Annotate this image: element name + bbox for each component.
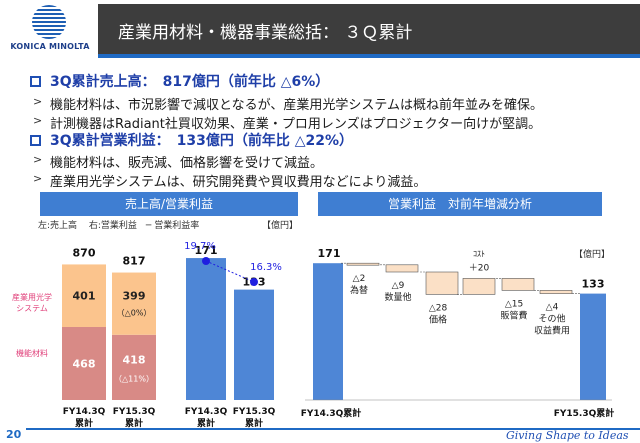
waterfall-step-name: ｺｽﾄ: [473, 249, 485, 258]
waterfall-step-bar: [462, 278, 496, 295]
waterfall-step-name: その他収益費用: [534, 313, 570, 337]
chevron-right-icon: >: [33, 153, 43, 166]
right-panel-title: 営業利益 対前年増減分析: [318, 192, 602, 216]
sales-bottom-change-note: （△11%）: [114, 374, 154, 383]
footer-divider: [26, 428, 640, 430]
sales-point-1: 機能材料は、市況影響で減収となるが、産業用光学システムは概ね前年並みを確保。: [50, 98, 543, 113]
segment-label-optical: 産業用光学 システム: [12, 293, 52, 313]
waterfall-start-label: 171: [318, 247, 341, 260]
waterfall-end-bar: [580, 293, 606, 400]
waterfall-end-label: 133: [582, 278, 605, 291]
profit-heading: 3Q累計営業利益： 133億円（前年比 △22%）: [50, 133, 354, 149]
profit-category-label: FY14.3Q 累計: [185, 407, 228, 429]
chart-legend: 左:売上高 右:営業利益 ─ 営業利益率: [38, 221, 200, 231]
segment-label-materials: 機能材料: [16, 349, 48, 358]
waterfall-step-bar: [385, 264, 419, 273]
waterfall-step-value: △15: [505, 299, 523, 309]
waterfall-step-name: 価格: [429, 313, 447, 325]
margin-point: [250, 278, 258, 286]
sales-top-value-label: 399: [123, 290, 146, 303]
sales-heading: 3Q累計売上高： 817億円（前年比 △6%）: [50, 74, 330, 90]
chevron-right-icon: >: [33, 114, 43, 127]
profit-point-2: 産業用光学システムは、研究開発費や買収費用などにより減益。: [50, 175, 427, 190]
sales-category-label: FY15.3Q 累計: [113, 407, 156, 429]
logo-text: KONICA MINOLTA: [10, 42, 90, 51]
waterfall-step-value: ＋20: [469, 262, 490, 273]
margin-label: 16.3%: [250, 262, 282, 273]
sales-bar-top-segment: [112, 272, 156, 335]
sales-bottom-value-label: 468: [73, 357, 96, 370]
chevron-right-icon: >: [33, 172, 43, 185]
waterfall-step-value: △28: [429, 303, 448, 313]
profit-category-label: FY15.3Q 累計: [233, 407, 276, 429]
margin-line: [205, 260, 255, 283]
waterfall-step-name: 数量他: [384, 291, 411, 303]
sales-total-label: 817: [123, 255, 146, 268]
sales-bar-bottom-segment: [62, 326, 106, 400]
sales-bar-top-segment: [62, 264, 106, 327]
margin-point: [202, 257, 210, 265]
waterfall-step-value: △9: [392, 281, 405, 291]
waterfall-start-category: FY14.3Q累計: [301, 407, 362, 419]
sales-total-label: 870: [73, 246, 96, 259]
waterfall-start-bar: [313, 263, 343, 400]
margin-label: 19.7%: [184, 241, 216, 252]
waterfall-step-bar: [425, 271, 459, 295]
bullet-square-icon: [30, 76, 41, 87]
waterfall-end-category: FY15.3Q累計: [554, 407, 615, 419]
profit-value-label: 171: [195, 244, 218, 257]
sales-point-2: 計測機器はRadiant社買収効果、産業・プロ用レンズはプロジェクター向けが堅調…: [50, 117, 542, 132]
sales-bottom-value-label: 418: [123, 353, 146, 366]
right-unit-label: 【億円】: [574, 250, 611, 260]
sales-category-label: FY14.3Q 累計: [63, 407, 106, 429]
sales-bar-bottom-segment: [112, 334, 156, 400]
konica-minolta-logo-icon: [32, 5, 66, 39]
page-number: 20: [6, 428, 22, 441]
waterfall-step-bar: [501, 278, 535, 291]
chevron-right-icon: >: [33, 95, 43, 108]
left-panel-title: 売上高/営業利益: [40, 192, 298, 216]
left-unit-label: 【億円】: [262, 221, 299, 231]
profit-bar: [234, 289, 274, 400]
title-bar: [98, 4, 640, 58]
waterfall-step-value: △2: [353, 274, 366, 284]
bullet-square-icon: [30, 135, 41, 146]
waterfall-step-bar: [346, 262, 380, 266]
waterfall-step-value: △4: [546, 303, 559, 313]
sales-top-value-label: 401: [73, 290, 96, 303]
sales-top-change-note: （△0%）: [117, 309, 152, 318]
tagline: Giving Shape to Ideas: [506, 429, 629, 442]
waterfall-step-bar: [539, 290, 573, 294]
waterfall-step-name: 販管費: [500, 309, 527, 321]
profit-point-1: 機能材料は、販売減、価格影響を受けて減益。: [50, 156, 324, 171]
waterfall-step-name: 為替: [350, 284, 368, 296]
profit-bar: [186, 258, 226, 400]
page-title: 産業用材料・機器事業総括： ３Ｑ累計: [118, 23, 413, 43]
